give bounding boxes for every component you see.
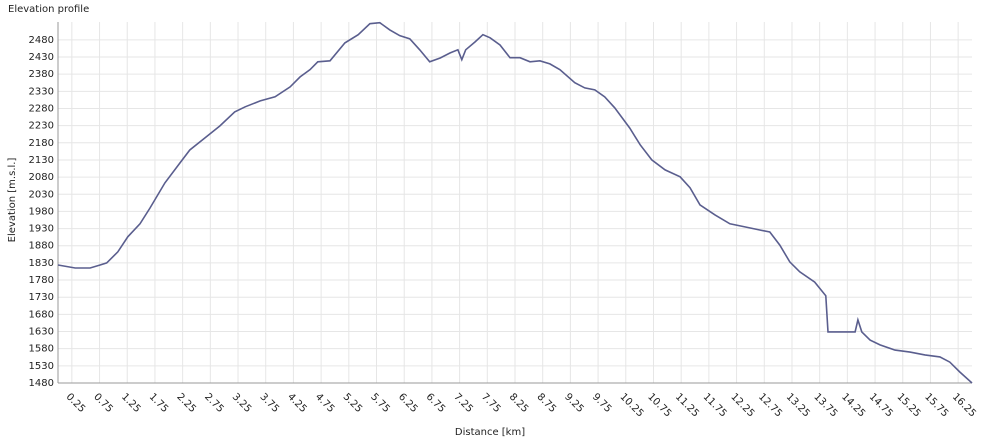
y-tick-label: 2380	[29, 69, 54, 80]
x-tick-label: 12.25	[728, 391, 756, 419]
x-tick-label: 0.25	[64, 391, 88, 415]
x-tick-label: 4.25	[285, 391, 309, 415]
x-tick-label: 9.25	[562, 391, 586, 415]
x-tick-label: 12.75	[756, 391, 784, 419]
y-tick-label: 1880	[29, 241, 54, 252]
x-tick-label: 6.25	[396, 391, 420, 415]
x-tick-label: 16.25	[950, 391, 978, 419]
y-tick-label: 2030	[29, 189, 54, 200]
chart-title: Elevation profile	[8, 4, 89, 15]
x-tick-label: 3.25	[230, 391, 254, 415]
x-tick-label: 5.75	[368, 391, 392, 415]
x-tick-label: 15.25	[895, 391, 923, 419]
x-tick-label: 4.75	[313, 391, 337, 415]
x-tick-label: 10.75	[645, 391, 673, 419]
y-tick-label: 1530	[29, 361, 54, 372]
y-tick-label: 2280	[29, 103, 54, 114]
y-tick-label: 2180	[29, 138, 54, 149]
y-tick-label: 1730	[29, 292, 54, 303]
y-tick-label: 2230	[29, 121, 54, 132]
y-tick-label: 1630	[29, 327, 54, 338]
x-tick-label: 11.75	[701, 391, 729, 419]
x-tick-label: 7.25	[451, 391, 475, 415]
x-tick-label: 9.75	[590, 391, 614, 415]
y-tick-label: 1480	[29, 378, 54, 389]
y-tick-label: 1930	[29, 224, 54, 235]
x-tick-label: 5.25	[341, 391, 365, 415]
x-tick-label: 1.75	[147, 391, 171, 415]
x-tick-label: 8.75	[534, 391, 558, 415]
x-tick-label: 10.25	[618, 391, 646, 419]
x-tick-label: 11.25	[673, 391, 701, 419]
y-tick-label: 2330	[29, 86, 54, 97]
x-tick-label: 14.25	[839, 391, 867, 419]
x-tick-label: 14.75	[867, 391, 895, 419]
y-tick-label: 2430	[29, 52, 54, 63]
y-tick-label: 1830	[29, 258, 54, 269]
y-tick-label: 1580	[29, 344, 54, 355]
y-tick-label: 1780	[29, 275, 54, 286]
y-tick-label: 2130	[29, 155, 54, 166]
y-tick-label: 2080	[29, 172, 54, 183]
y-tick-label: 1680	[29, 309, 54, 320]
x-tick-label: 8.25	[507, 391, 531, 415]
x-tick-label: 3.75	[257, 391, 281, 415]
x-tick-label: 2.75	[202, 391, 226, 415]
x-tick-label: 7.75	[479, 391, 503, 415]
x-tick-label: 13.75	[811, 391, 839, 419]
x-tick-label: 2.25	[174, 391, 198, 415]
elevation-line	[57, 21, 973, 384]
x-tick-label: 6.75	[424, 391, 448, 415]
x-tick-label: 0.75	[91, 391, 115, 415]
x-tick-label: 13.25	[784, 391, 812, 419]
x-tick-label: 1.25	[119, 391, 143, 415]
x-tick-label: 15.75	[922, 391, 950, 419]
x-axis-label: Distance [km]	[455, 427, 525, 438]
y-axis-label: Elevation [m.s.l.]	[7, 158, 18, 243]
y-tick-label: 2480	[29, 35, 54, 46]
y-tick-label: 1980	[29, 206, 54, 217]
